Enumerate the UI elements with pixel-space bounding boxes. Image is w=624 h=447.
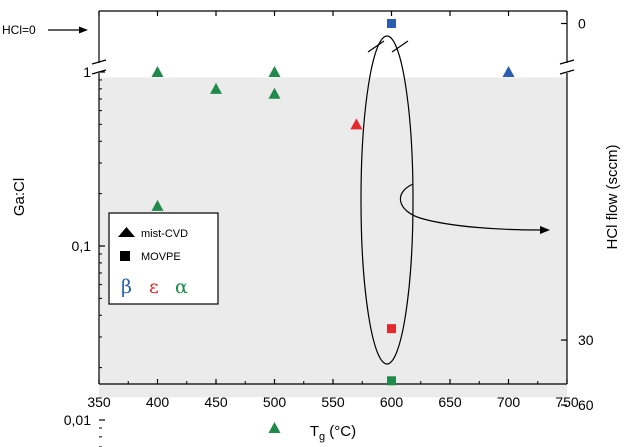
right-tick-label: 60 bbox=[578, 397, 594, 413]
legend-square-marker bbox=[120, 251, 130, 261]
x-tick-label: 550 bbox=[321, 394, 345, 410]
hcl-zero-label: HCl=0 bbox=[2, 23, 36, 37]
x-tick-label: 600 bbox=[380, 394, 404, 410]
axis-break-left-1 bbox=[91, 59, 107, 65]
hcl-zero-arrow-head bbox=[79, 26, 88, 34]
legend-label-mist-cvd: mist-CVD bbox=[141, 228, 188, 240]
axis-break-right-1 bbox=[559, 59, 575, 65]
triangle-point-beta bbox=[502, 66, 515, 77]
x-tick-label: 650 bbox=[438, 394, 462, 410]
right-axis-ticks: 60 30 0 bbox=[561, 15, 594, 413]
axis-break-center-2 bbox=[391, 40, 409, 53]
y-tick-label: 0,01 bbox=[64, 412, 91, 428]
axis-break-marks bbox=[91, 40, 575, 75]
right-axis-title: HCl flow (sccm) bbox=[604, 145, 621, 250]
legend-phase-alpha: α bbox=[175, 276, 188, 298]
x-tick-label: 400 bbox=[146, 394, 170, 410]
right-tick-label: 30 bbox=[578, 332, 594, 348]
legend-triangle-marker bbox=[118, 227, 135, 237]
triangle-point-alpha bbox=[151, 66, 164, 77]
x-tick-label: 700 bbox=[497, 394, 521, 410]
x-tick-label: 350 bbox=[87, 394, 111, 410]
legend-phase-epsilon: ε bbox=[149, 276, 159, 298]
axis-break-center-1 bbox=[367, 40, 385, 53]
axis-break-right-2 bbox=[559, 69, 575, 75]
x-axis-title: Tg (°C) bbox=[310, 423, 356, 443]
ellipse-annotation bbox=[360, 35, 550, 365]
x-axis-title-main: T bbox=[310, 423, 319, 440]
x-tick-label: 500 bbox=[263, 394, 287, 410]
hcl-zero-annotation: HCl=0 bbox=[2, 23, 88, 37]
square-point-alpha bbox=[387, 376, 396, 386]
triangle-point-alpha bbox=[268, 421, 281, 433]
x-tick-label: 750 bbox=[555, 394, 579, 410]
legend-label-movpe: MOVPE bbox=[141, 251, 181, 263]
x-axis-title-unit: (°C) bbox=[325, 423, 356, 440]
x-axis-ticks: 350 400 450 500 550 600 650 700 750 bbox=[87, 11, 579, 410]
data-points bbox=[151, 18, 515, 433]
triangle-point-alpha bbox=[268, 87, 281, 99]
triangle-point-alpha bbox=[210, 82, 222, 94]
legend-phase-beta: β bbox=[121, 276, 132, 298]
triangle-point-epsilon bbox=[350, 118, 363, 130]
square-point-epsilon bbox=[387, 324, 396, 334]
annotation-arrow-head bbox=[540, 226, 550, 234]
y-tick-label: 1 bbox=[83, 64, 91, 80]
y-tick-label: 0,1 bbox=[72, 238, 92, 254]
y-axis-ticks: 0,01 0,1 1 bbox=[64, 64, 105, 447]
triangle-point-alpha bbox=[268, 66, 281, 77]
annotation-arrow-curve bbox=[400, 183, 541, 231]
triangle-point-alpha bbox=[151, 199, 164, 211]
highlight-ellipse bbox=[360, 35, 414, 365]
x-axis-title-subscript: g bbox=[319, 431, 325, 443]
legend: mist-CVD MOVPE β ε α bbox=[108, 212, 219, 305]
right-tick-label: 0 bbox=[578, 15, 586, 31]
y-axis-title: Ga:Cl bbox=[11, 178, 28, 216]
x-tick-label: 450 bbox=[204, 394, 228, 410]
square-point-beta bbox=[387, 18, 396, 28]
